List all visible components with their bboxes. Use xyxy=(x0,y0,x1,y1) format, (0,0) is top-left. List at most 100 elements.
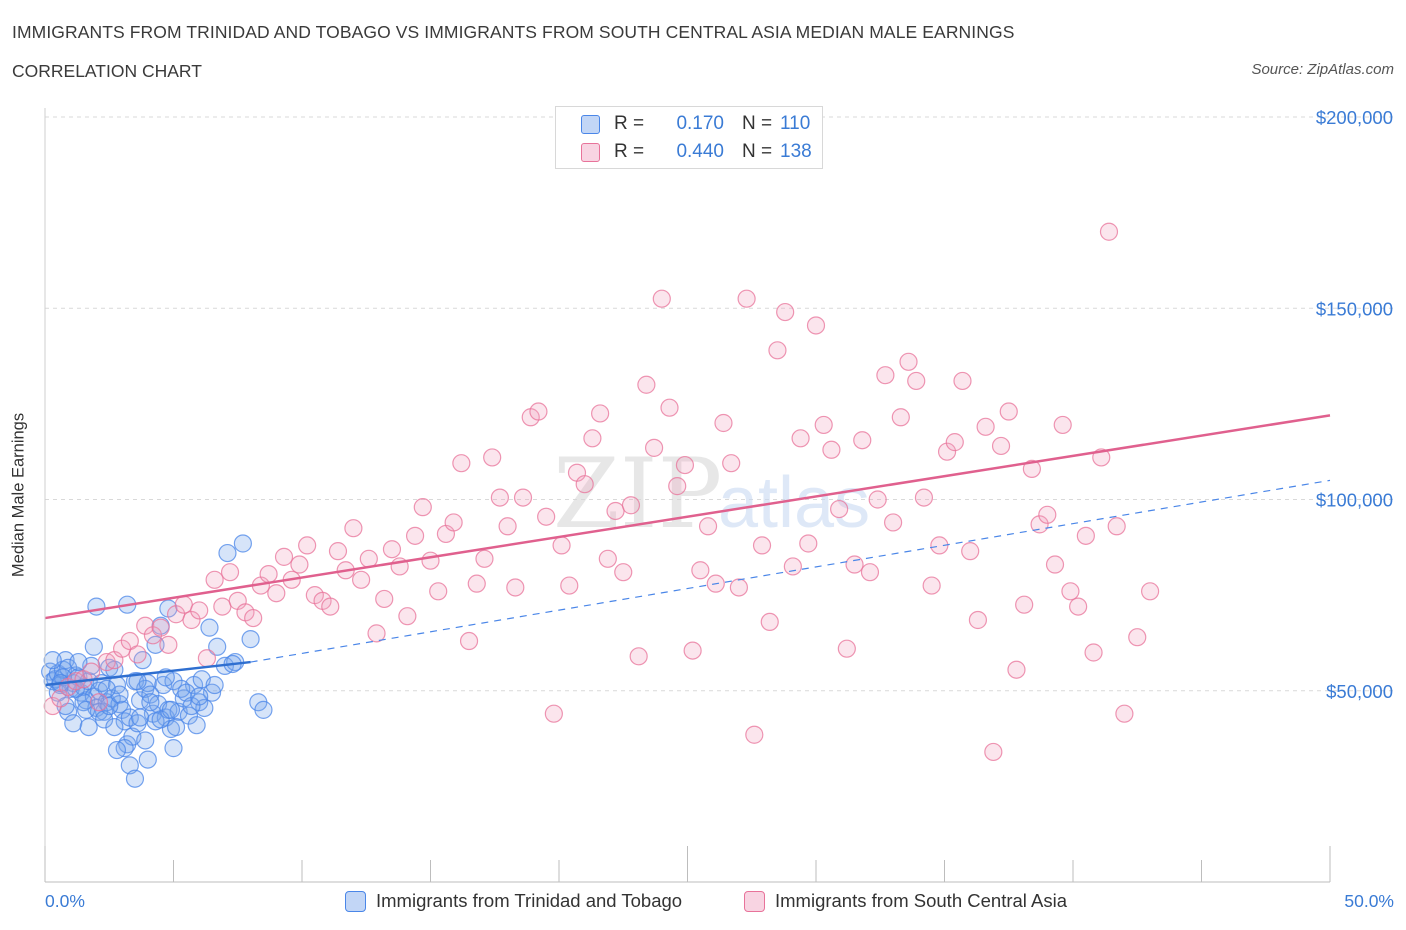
watermark-zip: ZIP xyxy=(553,438,722,550)
scatter-point xyxy=(82,662,101,681)
scatter-point xyxy=(69,652,88,672)
n-value: 138 xyxy=(780,141,812,162)
scatter-point xyxy=(89,693,109,712)
scatter-point xyxy=(729,578,749,597)
scatter-point xyxy=(822,440,841,459)
scatter-point xyxy=(166,717,186,737)
scatter-point xyxy=(190,601,209,620)
scatter-point xyxy=(141,693,160,712)
scatter-point xyxy=(141,685,160,704)
scatter-point xyxy=(475,549,494,568)
scatter-point xyxy=(1045,555,1065,574)
scatter-point xyxy=(64,714,83,733)
legend-item-trinidad-tobago: Immigrants from Trinidad and Tobago xyxy=(345,890,682,912)
scatter-point xyxy=(218,543,237,563)
scatter-point xyxy=(752,536,772,555)
scatter-point xyxy=(164,739,183,758)
scatter-point xyxy=(845,555,864,574)
scatter-point xyxy=(233,534,252,553)
scatter-point xyxy=(1022,459,1041,478)
scatter-point xyxy=(259,564,278,584)
scatter-point xyxy=(999,402,1018,421)
scatter-point xyxy=(274,547,294,566)
scatter-point xyxy=(452,454,471,473)
trend-line-south-central-asia xyxy=(44,414,1331,620)
scatter-point xyxy=(483,448,502,467)
scatter-point xyxy=(1076,526,1095,545)
scatter-point xyxy=(244,608,263,628)
scatter-point xyxy=(853,431,872,450)
watermark-atlas: atlas xyxy=(718,463,870,543)
chart-title: IMMIGRANTS FROM TRINIDAD AND TOBAGO VS I… xyxy=(12,22,1015,42)
series-south-central-asia-points xyxy=(43,222,1160,762)
scatter-point xyxy=(1015,595,1034,614)
scatter-point xyxy=(560,576,579,595)
y-tick-label: $200,000 xyxy=(1316,107,1393,128)
scatter-point xyxy=(459,631,479,651)
scatter-point xyxy=(668,477,687,496)
scatter-point xyxy=(444,513,463,532)
chart-subtitle: CORRELATION CHART xyxy=(12,61,202,81)
y-tick-label: $100,000 xyxy=(1316,490,1393,511)
scatter-point xyxy=(182,696,201,716)
source-note: Source: ZipAtlas.com xyxy=(1251,61,1394,78)
scatter-point xyxy=(136,731,155,750)
scatter-point xyxy=(637,375,656,394)
scatter-point xyxy=(806,316,826,335)
n-value: 110 xyxy=(780,113,811,134)
trend-lines xyxy=(44,414,1331,687)
legend-swatch-blue xyxy=(345,890,366,912)
scatter-point xyxy=(490,488,509,507)
scatter-point xyxy=(1061,582,1080,601)
scatter-point xyxy=(644,438,664,457)
scatter-point xyxy=(375,589,394,609)
scatter-point xyxy=(359,549,378,568)
scatter-point xyxy=(128,672,147,691)
scatter-point xyxy=(290,555,309,574)
series-trinidad-tobago-points xyxy=(41,534,273,788)
scatter-point xyxy=(120,756,139,775)
scatter-point xyxy=(907,371,926,391)
legend-label: Immigrants from South Central Asia xyxy=(775,890,1067,911)
scatter-point xyxy=(429,582,448,601)
scatter-point xyxy=(161,700,181,719)
scatter-point xyxy=(961,542,980,561)
scatter-point xyxy=(254,700,273,719)
y-axis-label: Median Male Earnings xyxy=(9,412,28,578)
scatter-point xyxy=(120,631,139,651)
scatter-point xyxy=(714,413,733,433)
scatter-point xyxy=(344,519,363,538)
scatter-point xyxy=(629,647,648,666)
scatter-point xyxy=(298,536,317,555)
scatter-point xyxy=(537,507,556,526)
scatter-point xyxy=(660,398,679,417)
scatter-point xyxy=(598,549,617,568)
scatter-point xyxy=(922,576,941,595)
stats-legend-row-pink: R = 0.440 N = 138 xyxy=(581,140,812,164)
scatter-point xyxy=(783,557,802,576)
scatter-point xyxy=(930,536,949,555)
r-value: 0.170 xyxy=(676,113,724,134)
scatter-point xyxy=(937,442,957,461)
scatter-point xyxy=(95,710,114,729)
scatter-point xyxy=(267,584,286,603)
scatter-point xyxy=(1007,660,1026,679)
scatter-point xyxy=(768,341,787,360)
legend-item-south-central-asia: Immigrants from South Central Asia xyxy=(744,890,1067,912)
scatter-point xyxy=(513,488,533,507)
scatter-point xyxy=(991,436,1011,456)
y-tick-label: $50,000 xyxy=(1326,681,1393,702)
scatter-point xyxy=(791,429,810,448)
scatter-point xyxy=(205,570,224,589)
scatter-point xyxy=(529,402,548,421)
scatter-point xyxy=(614,563,633,582)
r-value: 0.440 xyxy=(676,141,724,162)
scatter-point xyxy=(405,526,425,545)
scatter-point xyxy=(544,704,563,723)
n-label: N = xyxy=(742,113,773,134)
scatter-point xyxy=(814,415,833,435)
scatter-point xyxy=(552,536,571,555)
scatter-point xyxy=(208,637,227,656)
scatter-point xyxy=(968,610,988,630)
n-label: N = xyxy=(742,141,773,162)
